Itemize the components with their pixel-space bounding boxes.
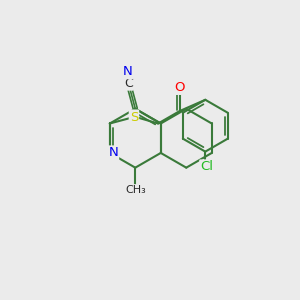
Text: N: N xyxy=(108,146,118,159)
Text: CH₃: CH₃ xyxy=(125,185,146,195)
Text: S: S xyxy=(130,110,138,124)
Text: Cl: Cl xyxy=(200,160,213,173)
Text: O: O xyxy=(175,81,185,94)
Text: C: C xyxy=(124,77,133,90)
Text: N: N xyxy=(122,65,132,78)
